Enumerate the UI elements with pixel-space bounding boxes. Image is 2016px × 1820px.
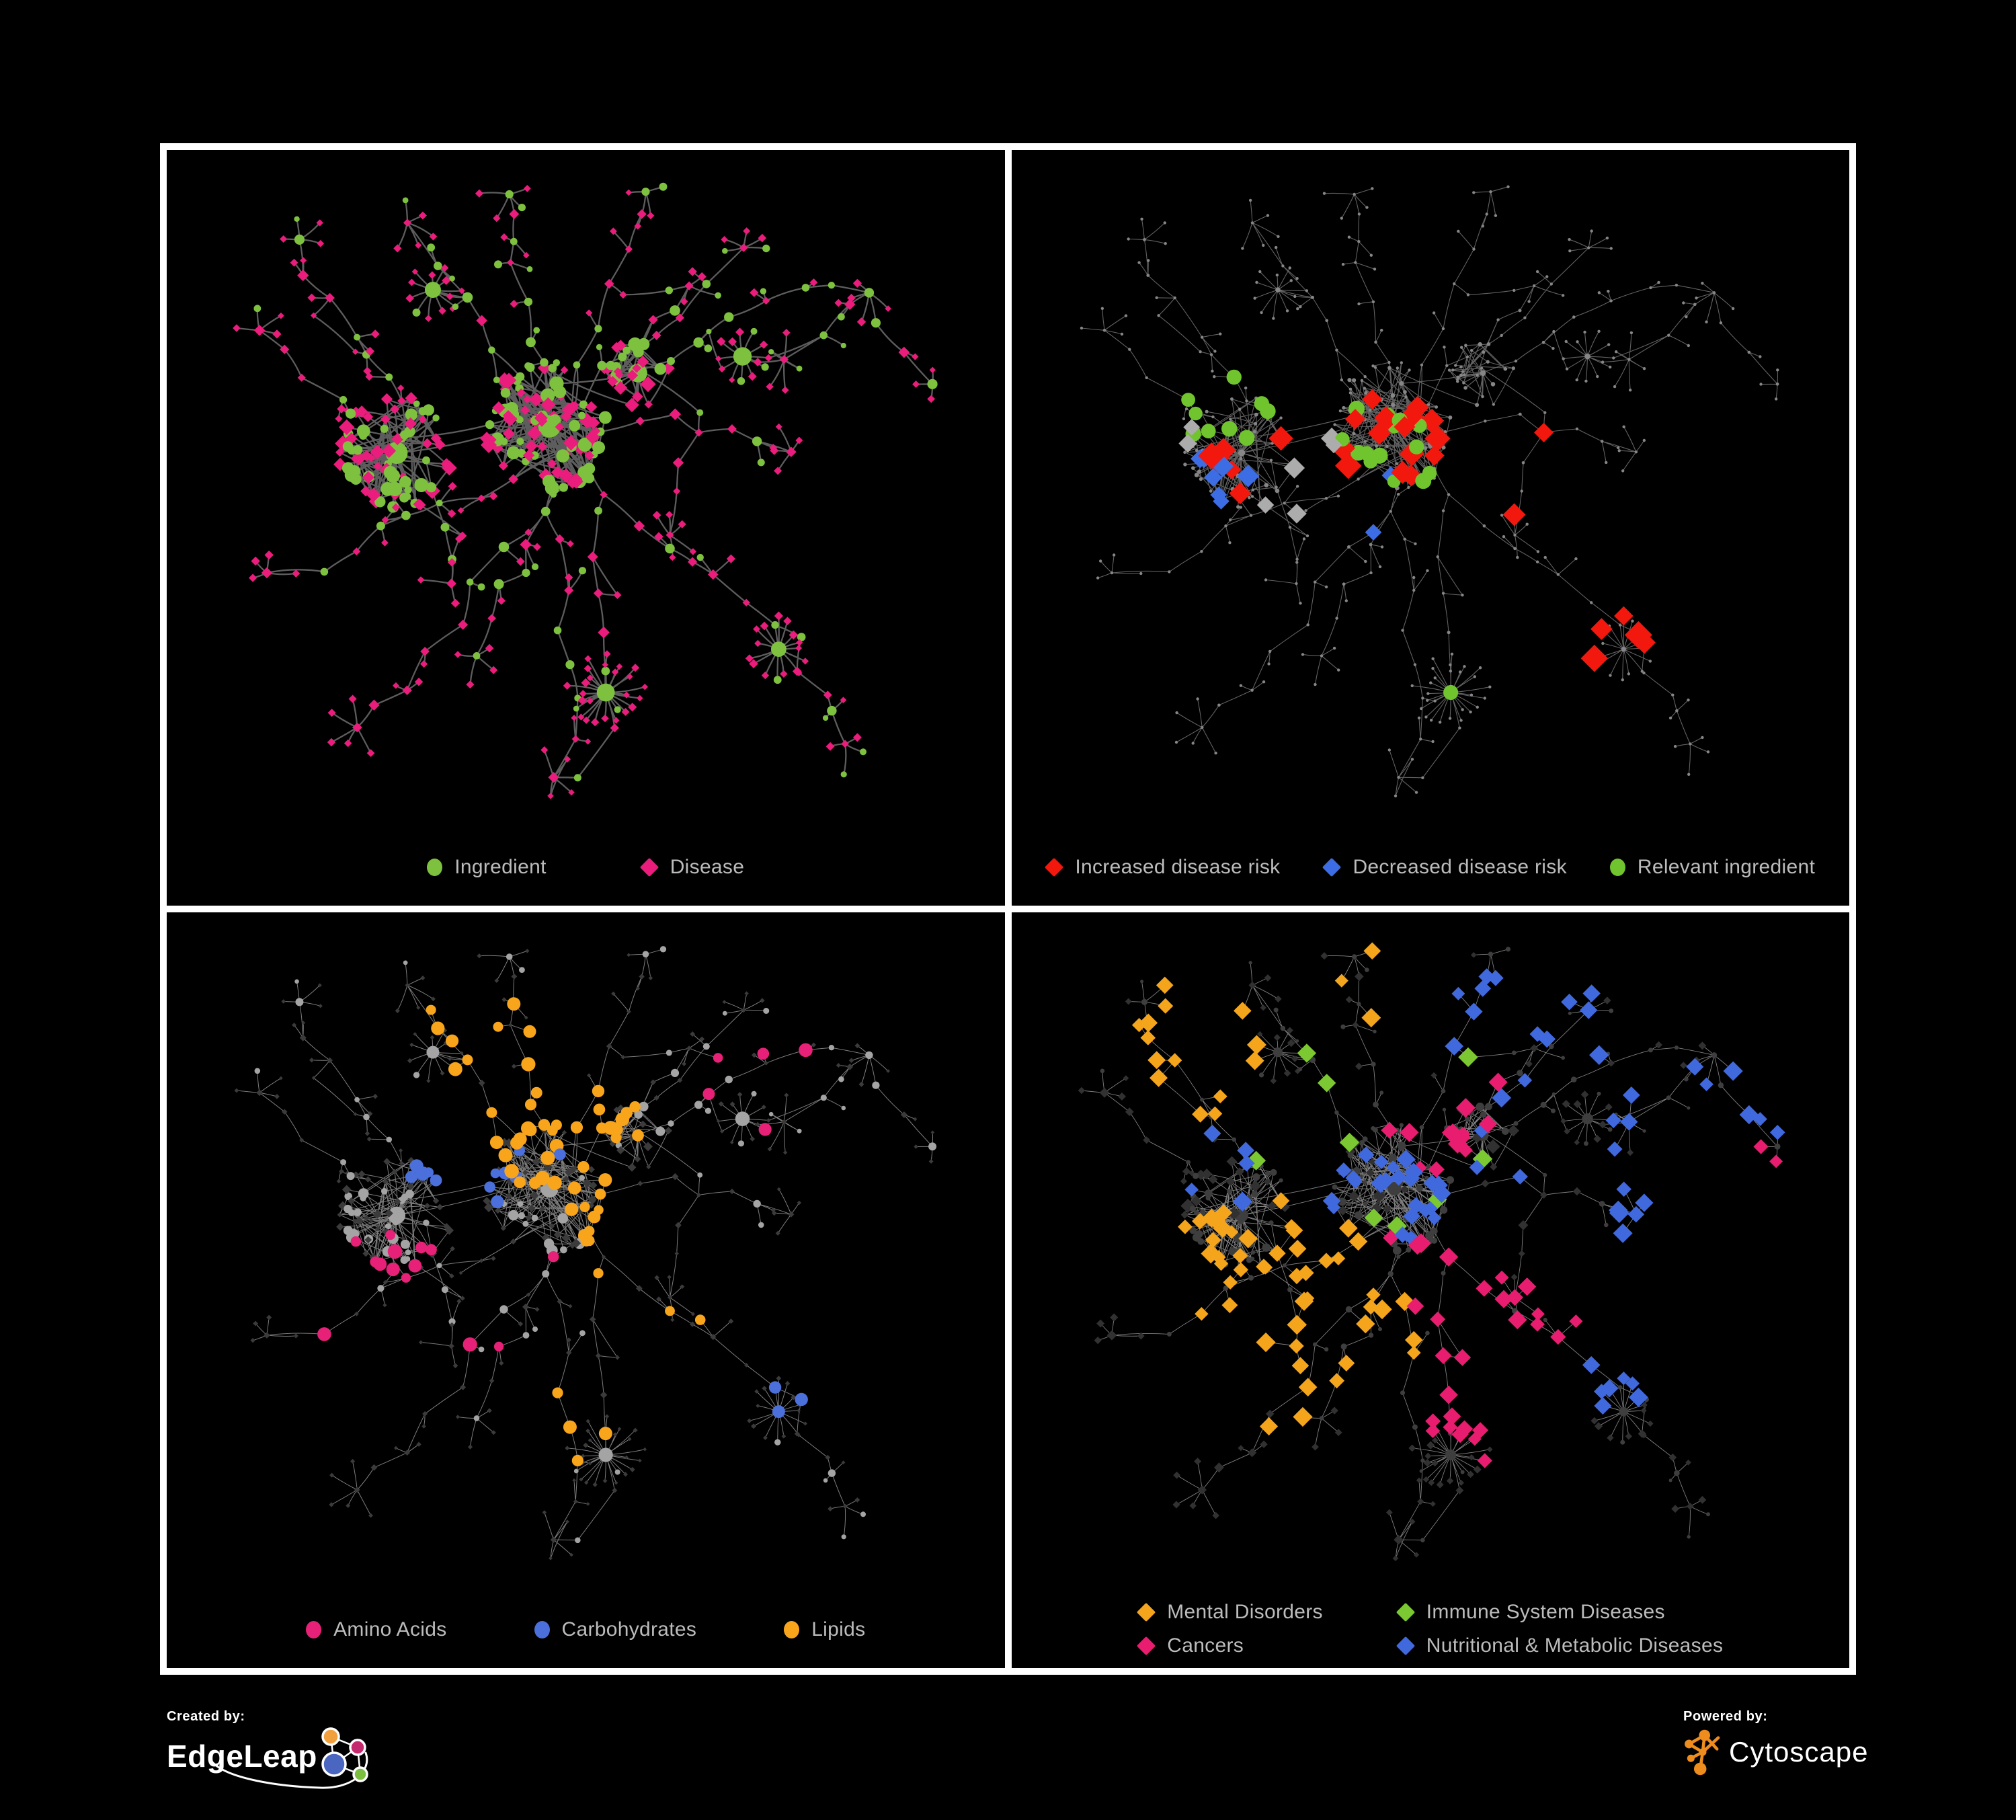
panel-disease-classes: Mental Disorders Immune System Diseases Ca…	[1011, 912, 1850, 1668]
panel-grid: Ingredient Disease Increased disease risk…	[160, 143, 1856, 1675]
legend-item-carbohydrates: Carbohydrates	[534, 1618, 697, 1641]
legend-item-amino-acids: Amino Acids	[306, 1618, 446, 1641]
diamond-marker-icon	[1137, 1602, 1156, 1622]
edgeleap-logo-icon	[211, 1727, 368, 1789]
powered-by-block: Powered by: Cytoscape	[1683, 1709, 1868, 1777]
legend-item-lipids: Lipids	[784, 1618, 865, 1641]
cytoscape-logo-icon	[1685, 1729, 1720, 1776]
network-ingredient-classes	[234, 946, 937, 1560]
legend-item-disease: Disease	[639, 856, 745, 879]
diamond-marker-icon	[1137, 1636, 1156, 1656]
legend-label: Decreased disease risk	[1353, 856, 1567, 878]
circle-marker-icon	[784, 1621, 800, 1638]
legend-item-immune-system-diseases: Immune System Diseases	[1396, 1601, 1665, 1624]
legend-label: Immune System Diseases	[1426, 1601, 1665, 1623]
panel-disease-risk: Increased disease risk Decreased disease …	[1011, 150, 1850, 906]
network-disease-classes	[1078, 942, 1785, 1562]
network-ingredient-disease	[233, 182, 938, 799]
legend-disease-risk: Increased disease risk Decreased disease …	[1012, 856, 1850, 879]
legend-label: Amino Acids	[333, 1618, 447, 1640]
powered-by-label: Powered by:	[1683, 1709, 1768, 1724]
network-disease-risk	[1080, 185, 1779, 797]
legend-item-decreased-disease-risk: Decreased disease risk	[1322, 856, 1567, 879]
legend-item-ingredient: Ingredient	[427, 856, 546, 879]
legend-ingredient-classes: Amino Acids Carbohydrates Lipids	[167, 1618, 1005, 1641]
legend-label: Carbohydrates	[561, 1618, 697, 1640]
legend-label: Cancers	[1167, 1634, 1244, 1657]
legend-item-mental-disorders: Mental Disorders	[1137, 1601, 1323, 1624]
cytoscape-wordmark: Cytoscape	[1729, 1736, 1869, 1768]
legend-item-cancers: Cancers	[1137, 1634, 1244, 1657]
diamond-marker-icon	[1045, 857, 1064, 877]
circle-marker-icon	[1609, 859, 1625, 876]
created-by-block: Created by: EdgeLeap	[167, 1709, 374, 1789]
circle-marker-icon	[306, 1621, 322, 1638]
diamond-marker-icon	[639, 857, 659, 877]
edgeleap-wordmark: EdgeLeap	[167, 1739, 317, 1774]
legend-disease-classes: Mental Disorders Immune System Diseases Ca…	[1012, 1601, 1850, 1657]
panel-ingredient-classes: Amino Acids Carbohydrates Lipids	[167, 912, 1005, 1668]
legend-item-increased-disease-risk: Increased disease risk	[1045, 856, 1280, 879]
legend-label: Relevant ingredient	[1637, 856, 1816, 878]
legend-ingredient-disease: Ingredient Disease	[167, 856, 1005, 879]
legend-item-nutritional-metabolic-diseases: Nutritional & Metabolic Diseases	[1396, 1634, 1724, 1657]
diamond-marker-icon	[1396, 1602, 1415, 1622]
legend-label: Disease	[670, 856, 745, 878]
panel-ingredient-disease: Ingredient Disease	[167, 150, 1005, 906]
legend-label: Lipids	[811, 1618, 866, 1640]
circle-marker-icon	[534, 1621, 550, 1638]
legend-item-relevant-ingredient: Relevant ingredient	[1609, 856, 1816, 879]
created-by-label: Created by:	[167, 1709, 245, 1724]
legend-label: Ingredient	[454, 856, 547, 878]
diamond-marker-icon	[1396, 1636, 1415, 1656]
legend-label: Increased disease risk	[1075, 856, 1281, 878]
legend-label: Nutritional & Metabolic Diseases	[1426, 1634, 1724, 1657]
diamond-marker-icon	[1322, 857, 1342, 877]
circle-marker-icon	[427, 859, 443, 876]
legend-label: Mental Disorders	[1167, 1601, 1323, 1623]
